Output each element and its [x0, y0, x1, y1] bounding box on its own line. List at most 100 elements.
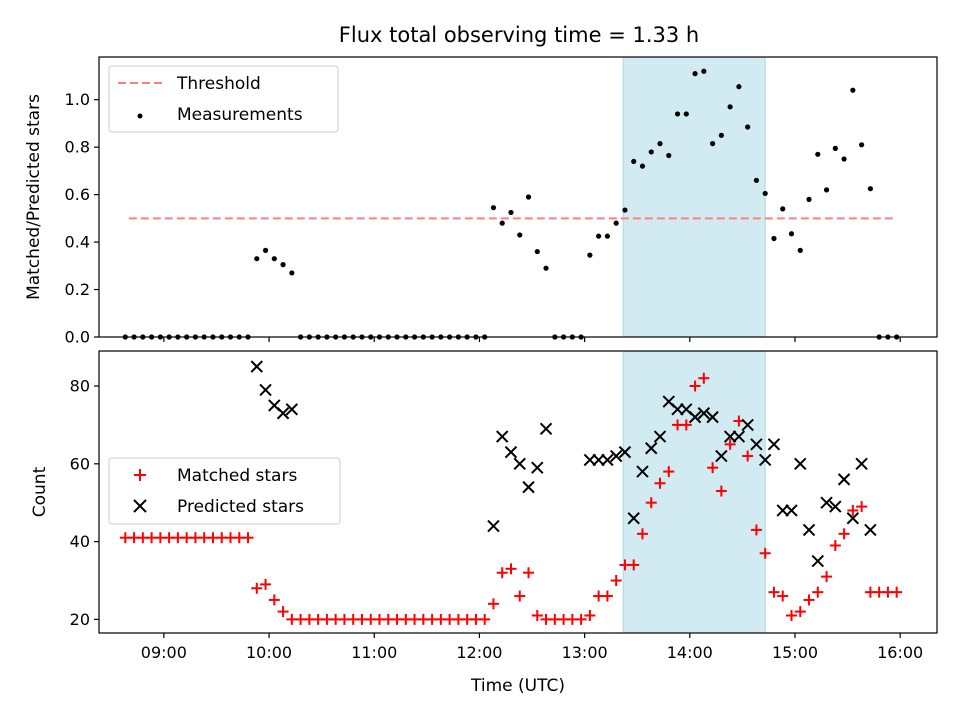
matched-star-point	[575, 613, 587, 625]
matched-star-point	[803, 594, 815, 606]
predicted-star-marker-b	[697, 407, 711, 420]
predicted-star-marker-b	[539, 422, 553, 436]
predicted-star-point	[618, 445, 632, 459]
predicted-star-point	[697, 407, 711, 420]
matched-star-point	[645, 497, 657, 509]
predicted-star-point	[531, 461, 544, 474]
predicted-star-marker-b	[504, 445, 518, 459]
predicted-star-point	[276, 407, 290, 420]
predicted-star-point	[627, 512, 640, 525]
legend-matched-label: Matched stars	[177, 466, 297, 486]
predicted-star-marker-b	[680, 403, 693, 416]
predicted-star-marker-b	[829, 500, 842, 513]
xtick-label: 15:00	[772, 643, 818, 662]
predicted-star-point	[601, 453, 614, 467]
predicted-star-marker-b	[601, 453, 614, 467]
predicted-star-point	[864, 523, 877, 537]
matched-star-point	[505, 563, 517, 575]
matched-star-point	[698, 372, 710, 384]
matched-star-point	[785, 609, 797, 621]
measurement-point	[832, 145, 838, 151]
predicted-star-point	[715, 449, 728, 463]
predicted-star-point	[671, 403, 684, 416]
matched-star-point	[742, 450, 754, 462]
count-ytick-label: 20	[70, 610, 90, 629]
predicted-star-point	[609, 449, 623, 463]
chart-title: Flux total observing time = 1.33 h	[339, 23, 699, 47]
measurement-point	[604, 233, 611, 239]
count-legend: Matched stars Predicted stars	[108, 457, 341, 525]
matched-star-point	[680, 419, 692, 431]
matched-star-point	[891, 586, 903, 598]
predicted-star-marker-b	[846, 512, 860, 525]
measurement-point	[639, 163, 646, 169]
matched-star-point	[584, 609, 596, 621]
predicted-star-point	[653, 430, 667, 443]
measurement-point	[613, 220, 619, 226]
ratio-ytick-label: 0.4	[65, 233, 90, 252]
measurement-point	[280, 262, 286, 268]
measurement-point	[631, 158, 637, 165]
count-ytick-label: 80	[70, 377, 90, 396]
measurement-point	[806, 196, 812, 202]
predicted-star-point	[837, 473, 851, 486]
predicted-star-marker-b	[758, 453, 772, 467]
predicted-star-point	[732, 430, 746, 443]
predicted-star-point	[592, 453, 605, 467]
predicted-star-point	[723, 430, 737, 443]
measurement-point	[753, 177, 760, 183]
predicted-star-point	[820, 496, 833, 509]
predicted-star-marker-b	[688, 410, 702, 424]
legend-matched-swatch	[134, 469, 146, 481]
predicted-star-point	[846, 512, 860, 525]
predicted-star-point	[767, 438, 781, 451]
predicted-star-marker-b	[820, 496, 833, 509]
matched-star-point	[514, 590, 526, 602]
ratio-legend: Threshold Measurements	[108, 65, 339, 133]
predicted-star-marker-b	[250, 360, 263, 373]
predicted-star-marker-b	[715, 449, 728, 463]
matched-star-point	[759, 547, 771, 559]
matched-star-point	[277, 606, 289, 618]
measurement-point	[490, 205, 497, 211]
predicted-star-marker-b	[531, 461, 544, 474]
predicted-star-point	[250, 360, 263, 373]
predicted-star-point	[855, 457, 868, 471]
matched-star-point	[496, 567, 508, 579]
measurement-point	[508, 209, 514, 216]
predicted-star-marker-b	[618, 445, 632, 459]
matched-star-point	[601, 590, 613, 602]
matched-star-point	[768, 586, 780, 598]
matched-star-point	[260, 578, 272, 590]
predicted-star-marker-b	[268, 399, 281, 412]
ratio-legend-box	[108, 65, 339, 133]
xtick-label: 11:00	[351, 643, 397, 662]
measurement-point	[254, 256, 260, 262]
predicted-star-marker-b	[706, 410, 719, 424]
predicted-star-point	[741, 418, 754, 432]
matched-star-point	[794, 606, 806, 618]
x-axis-label: Time (UTC)	[470, 676, 565, 696]
matched-star-point	[812, 586, 824, 598]
matched-star-point	[251, 582, 263, 594]
count-ytick-label: 40	[70, 532, 90, 551]
xtick-label: 16:00	[877, 643, 923, 662]
count-y-axis-label: Count	[30, 466, 50, 517]
predicted-star-marker-b	[522, 480, 535, 494]
matched-star-point	[724, 438, 736, 450]
matched-star-point	[838, 528, 850, 540]
ratio-shaded-interval	[622, 56, 766, 338]
predicted-star-marker-b	[837, 473, 851, 486]
matched-star-point	[777, 590, 789, 602]
measurement-point	[271, 256, 277, 262]
measurement-point	[867, 186, 873, 192]
measurement-point	[657, 141, 663, 147]
measurement-point	[841, 156, 847, 162]
xtick-label: 10:00	[246, 643, 292, 662]
measurement-point	[596, 233, 602, 239]
ratio-ytick-label: 0.0	[65, 328, 90, 347]
matched-star-point	[715, 485, 727, 497]
predicted-star-marker-b	[723, 430, 737, 443]
predicted-star-point	[513, 457, 526, 471]
measurement-point	[859, 142, 865, 148]
